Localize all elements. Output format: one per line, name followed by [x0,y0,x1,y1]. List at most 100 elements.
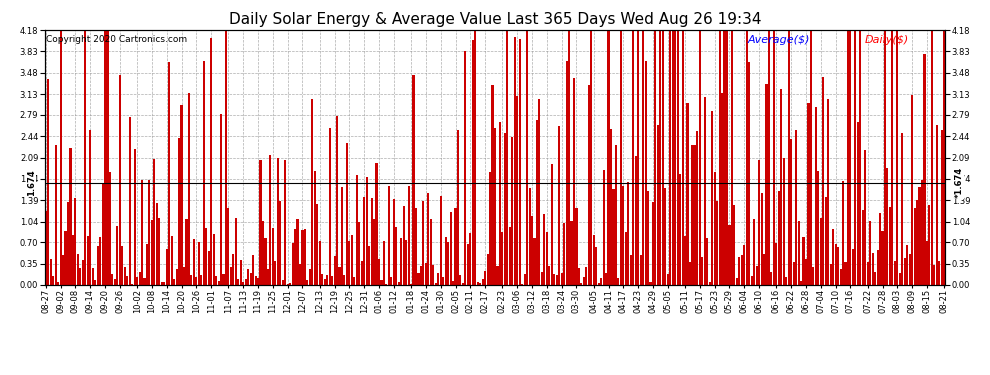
Bar [223,274,225,285]
Bar [294,229,296,285]
Bar [420,266,422,285]
Bar [837,248,840,285]
Bar [914,209,916,285]
Bar [296,219,299,285]
Bar [89,130,91,285]
Bar [595,247,597,285]
Bar [886,168,888,285]
Bar [795,130,797,285]
Bar [74,198,76,285]
Bar [395,227,397,285]
Bar [454,207,456,285]
Bar [144,278,146,285]
Bar [269,155,271,285]
Bar [531,216,533,285]
Bar [790,139,792,285]
Bar [430,219,432,285]
Bar [593,235,595,285]
Bar [238,279,240,285]
Bar [440,196,442,285]
Bar [346,143,347,285]
Bar [370,198,372,285]
Bar [630,255,632,285]
Bar [249,273,251,285]
Bar [876,251,878,285]
Bar [153,159,155,285]
Bar [355,175,357,285]
Bar [909,254,911,285]
Bar [57,282,59,285]
Bar [785,278,787,285]
Bar [50,259,51,285]
Bar [560,273,562,285]
Bar [825,197,827,285]
Bar [570,220,572,285]
Bar [509,226,511,285]
Bar [539,99,541,285]
Bar [94,280,96,285]
Bar [926,241,928,285]
Bar [676,30,679,285]
Bar [329,128,331,285]
Bar [849,30,851,285]
Bar [77,254,79,285]
Bar [203,61,205,285]
Bar [279,201,281,285]
Bar [213,234,215,285]
Bar [931,30,933,285]
Bar [218,280,220,285]
Bar [245,279,247,285]
Bar [158,218,160,285]
Bar [277,158,279,285]
Bar [580,284,582,285]
Bar [524,274,526,285]
Bar [628,182,630,285]
Bar [198,242,200,285]
Bar [97,246,99,285]
Bar [173,279,175,285]
Bar [699,30,701,285]
Bar [160,282,162,285]
Bar [104,30,106,285]
Bar [808,103,810,285]
Bar [262,222,264,285]
Bar [689,262,691,285]
Bar [664,188,666,285]
Text: Daily($): Daily($) [864,35,909,45]
Bar [339,267,341,285]
Bar [943,30,945,285]
Bar [610,129,612,285]
Bar [773,30,775,285]
Bar [496,266,499,285]
Bar [464,51,466,285]
Bar [304,229,306,285]
Bar [820,218,822,285]
Bar [659,30,661,285]
Bar [116,226,119,285]
Bar [919,187,921,285]
Bar [348,242,350,285]
Bar [575,208,577,285]
Bar [768,30,770,285]
Bar [583,277,585,285]
Bar [124,267,126,285]
Bar [828,99,830,285]
Bar [449,211,451,285]
Bar [748,62,750,285]
Bar [360,261,362,285]
Bar [846,30,849,285]
Bar [289,283,291,285]
Bar [259,160,261,285]
Bar [112,274,114,285]
Bar [148,180,150,285]
Bar [603,170,605,285]
Bar [388,186,390,285]
Bar [620,30,622,285]
Bar [235,218,237,285]
Bar [823,77,825,285]
Bar [706,238,708,285]
Bar [228,208,230,285]
Bar [292,243,294,285]
Bar [210,38,212,285]
Bar [911,95,913,285]
